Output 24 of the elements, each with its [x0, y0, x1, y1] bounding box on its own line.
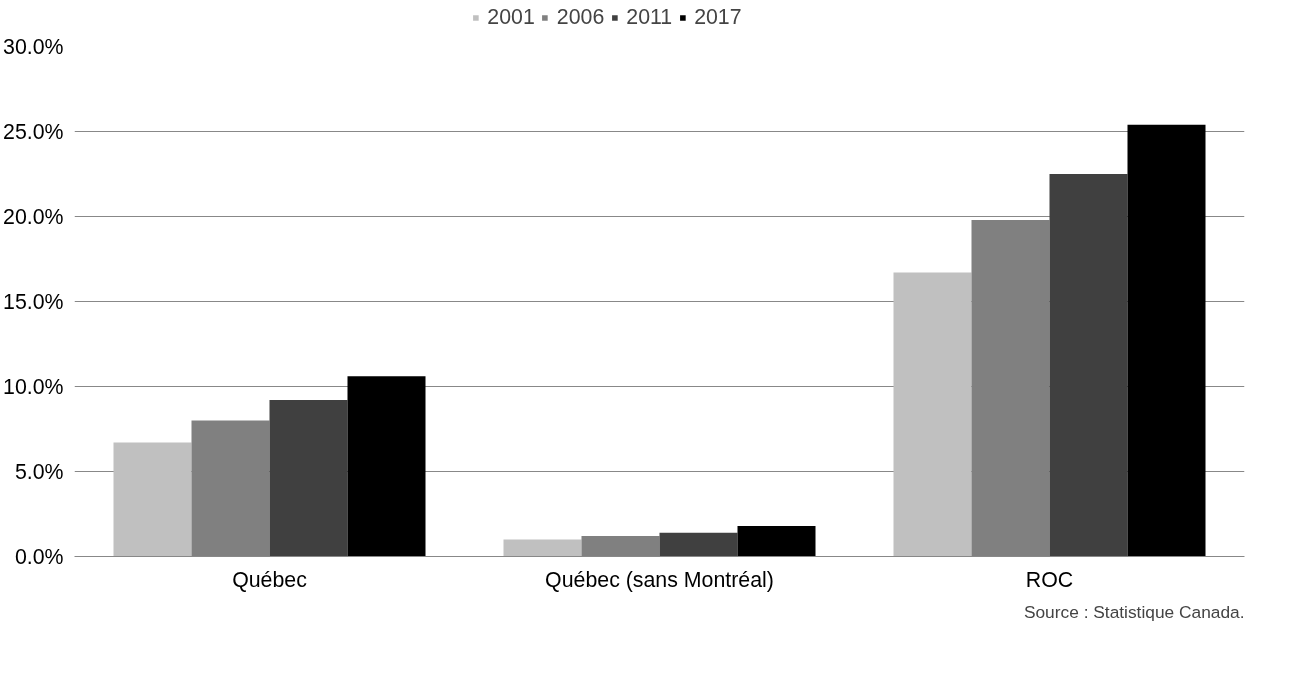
bar: [893, 272, 972, 557]
bar: [269, 400, 348, 557]
x-tick-label: Québec: [232, 567, 308, 592]
x-tick-label: ROC: [1025, 567, 1074, 592]
bar: [1127, 124, 1206, 557]
legend-label: 2017: [694, 4, 742, 30]
x-tick-label: Québec (sans Montréal): [545, 567, 774, 592]
y-tick-label: 20.0%: [3, 204, 64, 229]
bar: [737, 525, 816, 557]
bar: [347, 376, 426, 557]
y-tick-label: 30.0%: [3, 34, 64, 59]
legend-label: 2001: [487, 4, 535, 30]
bar: [1049, 174, 1128, 557]
legend-label: 2011: [626, 4, 673, 30]
legend-label: 2006: [556, 4, 605, 30]
bar: [659, 532, 738, 557]
y-tick-label: 25.0%: [3, 119, 64, 144]
bar: [503, 539, 582, 557]
source-note: Source : Statistique Canada.: [1023, 601, 1245, 622]
y-tick-label: 0.0%: [14, 544, 64, 569]
y-tick-label: 5.0%: [14, 459, 64, 484]
bar: [113, 442, 192, 557]
y-tick-label: 15.0%: [3, 289, 64, 314]
y-tick-label: 10.0%: [3, 374, 64, 399]
